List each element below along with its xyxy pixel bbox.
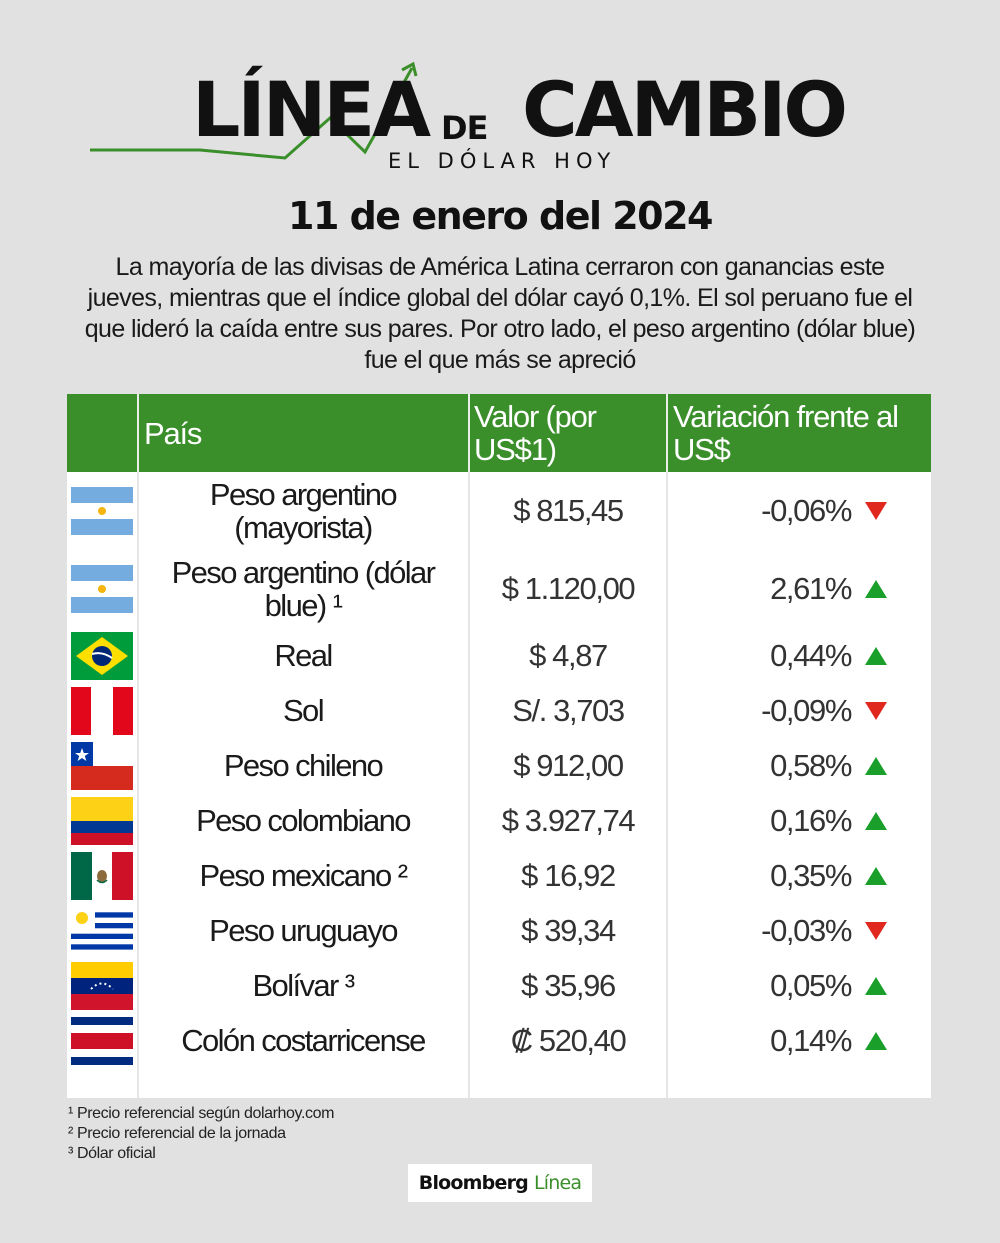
uruguay-flag-icon [71, 906, 133, 955]
currency-value: $ 912,00 [513, 747, 624, 783]
currency-table: País Valor (por US$1) Variación frente a… [67, 394, 931, 1098]
footnote-2: ² Precio referencial de la jornada [68, 1125, 286, 1142]
currency-name: Peso chileno [223, 748, 384, 783]
currency-change: -0,06% [668, 472, 931, 550]
triangle-down-icon [865, 701, 887, 720]
triangle-down-icon [865, 921, 887, 940]
bloomberg-linea-logo: Bloomberg Línea [408, 1164, 592, 1202]
logo-word-cambio: CAMBIO [522, 65, 848, 154]
mexico-flag-icon [71, 851, 133, 900]
chile-flag-icon [71, 741, 133, 790]
currency-name: Peso argentino (mayorista) [209, 477, 398, 545]
colombia-flag-icon [71, 796, 133, 845]
currency-change: -0,03% [668, 903, 931, 958]
currency-name: Peso mexicano ² [199, 858, 408, 893]
table-header: País Valor (por US$1) Variación frente a… [67, 394, 931, 472]
logo-subtitle: EL DÓLAR HOY [388, 149, 617, 173]
venezuela-flag-icon [71, 961, 133, 1010]
table-row: Peso argentino (dólar blue) ¹ $ 1.120,00… [67, 550, 931, 628]
brazil-flag-icon [71, 631, 133, 680]
triangle-up-icon [865, 866, 887, 885]
currency-value: $ 35,96 [521, 967, 616, 1003]
currency-change: 0,05% [668, 958, 931, 1013]
currency-value: $ 4,87 [529, 637, 608, 673]
currency-name: Colón costarricense [181, 1023, 426, 1058]
header-divider [137, 394, 139, 472]
currency-name: Peso colombiano [196, 803, 411, 838]
currency-name: Peso uruguayo [209, 913, 398, 948]
change-value: -0,09% [761, 692, 852, 728]
change-value: -0,03% [761, 912, 852, 948]
change-value: 0,44% [770, 637, 852, 673]
currency-name: Real [274, 638, 333, 673]
table-row: Real $ 4,87 0,44% [67, 628, 931, 683]
header-divider [468, 394, 470, 472]
currency-change: 2,61% [668, 550, 931, 628]
column-divider [666, 394, 668, 1098]
change-value: 0,35% [770, 857, 852, 893]
change-value: 0,58% [770, 747, 852, 783]
header-flag-cell [67, 394, 137, 472]
change-value: 2,61% [770, 571, 852, 606]
table-row: Peso argentino (mayorista) $ 815,45 -0,0… [67, 472, 931, 550]
triangle-up-icon [865, 756, 887, 775]
footnotes: ¹ Precio referencial según dolarhoy.com … [68, 1104, 334, 1164]
currency-name: Sol [282, 693, 325, 728]
triangle-up-icon [865, 646, 887, 665]
currency-change: 0,44% [668, 628, 931, 683]
header-valor: Valor (por US$1) [474, 399, 597, 467]
currency-name: Peso argentino (dólar blue) ¹ [171, 555, 436, 623]
table-row: Peso colombiano $ 3.927,74 0,16% [67, 793, 931, 848]
logo-word-linea: LÍNEA [192, 65, 431, 154]
peru-flag-icon [71, 686, 133, 735]
intro-paragraph: La mayoría de las divisas de América Lat… [84, 253, 916, 374]
logo: LÍNEA DE CAMBIO EL DÓLAR HOY [0, 58, 1000, 178]
currency-value: $ 815,45 [513, 493, 624, 528]
page-date: 11 de enero del 2024 [288, 194, 713, 238]
costa-rica-flag-icon [71, 1016, 133, 1065]
currency-change: 0,35% [668, 848, 931, 903]
table-row: Peso chileno $ 912,00 0,58% [67, 738, 931, 793]
currency-value: S/. 3,703 [512, 692, 625, 728]
currency-change: 0,16% [668, 793, 931, 848]
change-value: -0,06% [761, 493, 852, 528]
currency-change: 0,58% [668, 738, 931, 793]
argentina-flag-icon [71, 565, 133, 613]
table-row: Bolívar ³ $ 35,96 0,05% [67, 958, 931, 1013]
currency-change: 0,14% [668, 1013, 931, 1068]
currency-value: ₡ 520,40 [510, 1022, 627, 1058]
table-row: Sol S/. 3,703 -0,09% [67, 683, 931, 738]
currency-name: Bolívar ³ [252, 968, 355, 1003]
table-row: Colón costarricense ₡ 520,40 0,14% [67, 1013, 931, 1068]
triangle-up-icon [865, 580, 887, 598]
table-row: Peso mexicano ² $ 16,92 0,35% [67, 848, 931, 903]
triangle-up-icon [865, 811, 887, 830]
column-divider [137, 394, 139, 1098]
brand-linea: Línea [533, 1172, 582, 1194]
table-row: Peso uruguayo $ 39,34 -0,03% [67, 903, 931, 958]
currency-value: $ 39,34 [521, 912, 616, 948]
logo-word-de: DE [441, 109, 488, 147]
footnote-1: ¹ Precio referencial según dolarhoy.com [68, 1105, 335, 1122]
brand-bloomberg: Bloomberg [418, 1172, 529, 1194]
header-variacion: Variación frente al US$ [673, 399, 899, 467]
trend-line-icon [90, 61, 418, 160]
change-value: 0,05% [770, 967, 852, 1003]
triangle-up-icon [865, 1031, 887, 1050]
change-value: 0,16% [770, 802, 852, 838]
argentina-flag-icon [71, 487, 133, 535]
currency-value: $ 1.120,00 [501, 571, 636, 606]
change-value: 0,14% [770, 1022, 852, 1058]
column-divider [468, 394, 470, 1098]
header-pais: País [144, 415, 202, 451]
footnote-3: ³ Dólar oficial [68, 1145, 156, 1162]
triangle-up-icon [865, 976, 887, 995]
currency-value: $ 16,92 [521, 857, 616, 893]
header-divider [666, 394, 668, 472]
triangle-down-icon [865, 502, 887, 520]
currency-change: -0,09% [668, 683, 931, 738]
currency-value: $ 3.927,74 [501, 802, 636, 838]
